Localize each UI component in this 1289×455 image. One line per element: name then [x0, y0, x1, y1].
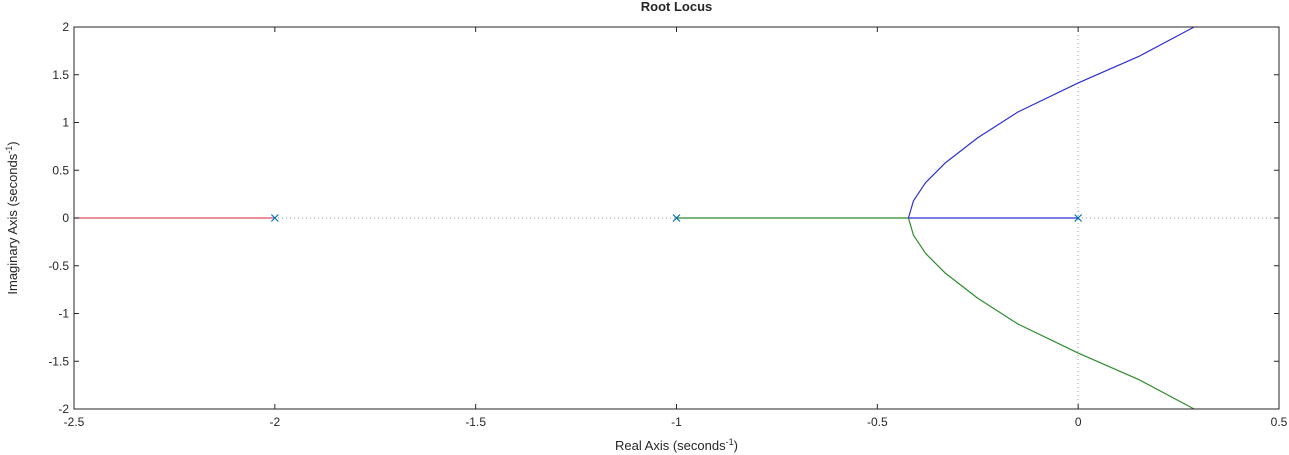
x-tick-label: -1.5	[465, 415, 486, 429]
chart-title: Root Locus	[641, 0, 713, 14]
y-tick-label: 1	[62, 116, 69, 130]
pole-marker-stroke-b	[270, 214, 279, 222]
y-tick-label: -2	[58, 402, 69, 416]
x-tick-label: -2	[269, 415, 280, 429]
x-axis-label: Real Axis (seconds-1)	[615, 437, 738, 453]
y-axis-label-superscript: -1	[4, 146, 14, 154]
x-tick-label: -1	[671, 415, 682, 429]
y-tick-label: -1.5	[48, 354, 69, 368]
x-tick-label: -2.5	[64, 415, 85, 429]
y-tick-label: 0	[62, 211, 69, 225]
pole-marker-1	[270, 214, 279, 222]
pole-marker-2	[672, 214, 681, 222]
x-tick-label: 0.5	[1271, 415, 1288, 429]
locus-branch-green-asymptote	[907, 217, 1195, 410]
y-tick-label: 2	[62, 20, 69, 34]
plot-area: -2.5 -2 -1.5 -1 -0.5 0 0.5-2-1.5-1-0.500.511.5…	[48, 20, 1287, 429]
x-axis-label-close: )	[734, 438, 738, 453]
y-tick-label: -1	[58, 307, 69, 321]
x-tick-label: 0	[1075, 415, 1082, 429]
y-axis-label: Imaginary Axis (seconds-1)	[4, 141, 20, 294]
pole-marker-stroke-b	[1074, 214, 1083, 222]
y-tick-label: 1.5	[52, 68, 69, 82]
y-tick-label: -0.5	[48, 259, 69, 273]
x-tick-label: -0.5	[867, 415, 888, 429]
pole-marker-stroke-b	[672, 214, 681, 222]
locus-branch-blue-asymptote	[907, 26, 1195, 219]
x-axis-label-text: Real Axis (seconds	[615, 438, 726, 453]
y-axis-label-close: )	[5, 141, 20, 145]
y-tick-label: 0.5	[52, 163, 69, 177]
pole-marker-3	[1074, 214, 1083, 222]
x-axis-label-superscript: -1	[726, 437, 734, 447]
y-axis-label-text: Imaginary Axis (seconds	[5, 153, 20, 294]
